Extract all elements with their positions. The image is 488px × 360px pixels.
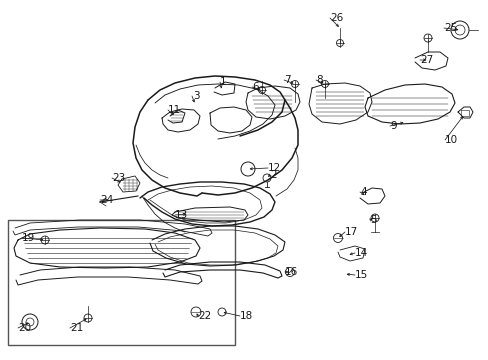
Text: 26: 26 bbox=[329, 13, 343, 23]
Bar bbox=[8, 220, 235, 345]
Text: 7: 7 bbox=[284, 75, 290, 85]
Text: 23: 23 bbox=[112, 173, 125, 183]
Text: 21: 21 bbox=[70, 323, 83, 333]
Text: 6: 6 bbox=[251, 82, 258, 92]
Text: 22: 22 bbox=[198, 311, 211, 321]
Text: 13: 13 bbox=[175, 210, 188, 220]
Text: 1: 1 bbox=[220, 77, 226, 87]
Text: 12: 12 bbox=[267, 163, 281, 173]
Text: 9: 9 bbox=[389, 121, 396, 131]
Text: 19: 19 bbox=[22, 233, 35, 243]
Text: 27: 27 bbox=[419, 55, 432, 65]
Text: 24: 24 bbox=[100, 195, 113, 205]
Text: 10: 10 bbox=[444, 135, 457, 145]
Text: 4: 4 bbox=[359, 187, 366, 197]
Text: 20: 20 bbox=[18, 323, 31, 333]
Text: 2: 2 bbox=[269, 170, 276, 180]
Text: 8: 8 bbox=[315, 75, 322, 85]
Text: 17: 17 bbox=[345, 227, 358, 237]
Text: 5: 5 bbox=[369, 215, 376, 225]
Text: 3: 3 bbox=[193, 91, 199, 101]
Text: 15: 15 bbox=[354, 270, 367, 280]
Text: 25: 25 bbox=[443, 23, 456, 33]
Text: 14: 14 bbox=[354, 248, 367, 258]
Text: 11: 11 bbox=[168, 105, 181, 115]
Text: 18: 18 bbox=[240, 311, 253, 321]
Text: 16: 16 bbox=[285, 267, 298, 277]
